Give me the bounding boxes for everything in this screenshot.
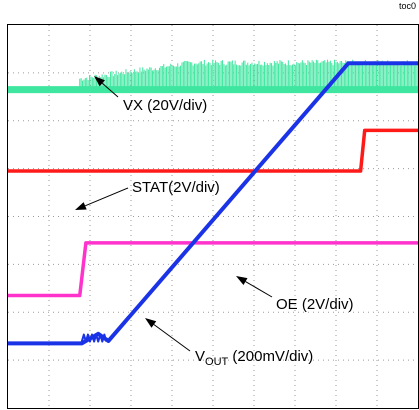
annotation-vout-sub: OUT bbox=[205, 356, 229, 368]
traces bbox=[8, 59, 418, 346]
arrow-oe bbox=[236, 276, 273, 298]
annotation-arrows bbox=[75, 76, 273, 352]
figure-id-label: toc0 bbox=[398, 1, 416, 11]
annotation-vout-main: V bbox=[195, 348, 205, 365]
series-vout-noise bbox=[80, 333, 108, 344]
annotation-labels: VX (20V/div) STAT(2V/div) OE (2V/div) VO… bbox=[123, 97, 354, 368]
arrow-vx bbox=[94, 76, 119, 98]
annotation-vout: VOUT (200mV/div) bbox=[195, 348, 313, 368]
series-stat bbox=[8, 128, 418, 173]
annotation-vout-rest: (200mV/div) bbox=[228, 348, 313, 365]
arrow-stat bbox=[75, 187, 129, 210]
arrow-vout bbox=[145, 318, 191, 352]
annotation-stat: STAT(2V/div) bbox=[132, 179, 220, 196]
annotation-oe: OE (2V/div) bbox=[276, 296, 354, 313]
annotation-vx: VX (20V/div) bbox=[123, 97, 207, 114]
series-oe bbox=[8, 241, 418, 298]
